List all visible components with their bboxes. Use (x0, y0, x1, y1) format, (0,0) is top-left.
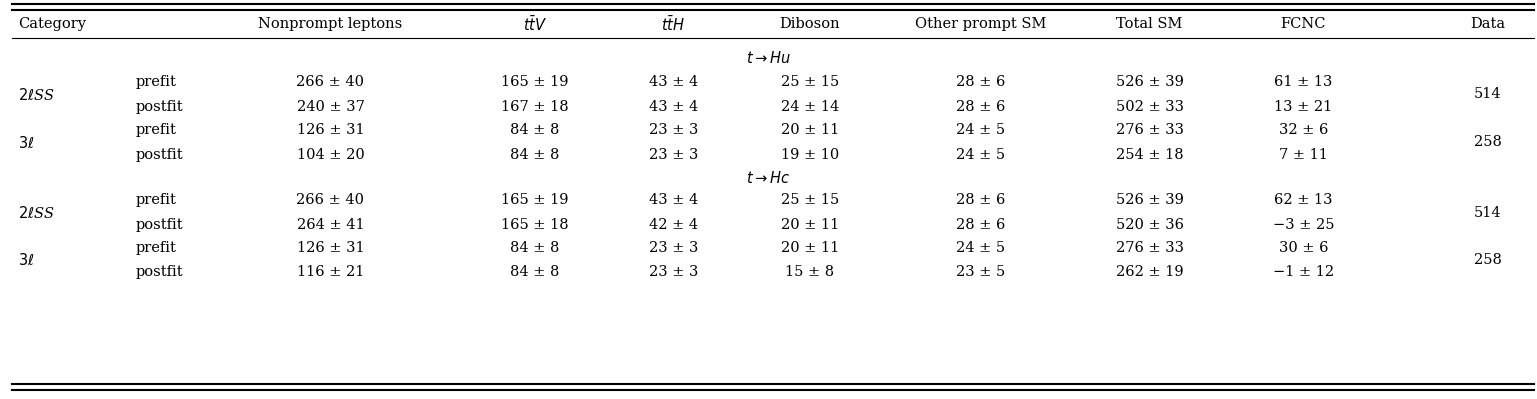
Text: 24 ± 14: 24 ± 14 (781, 100, 839, 114)
Text: 20 ± 11: 20 ± 11 (781, 123, 839, 137)
Text: postfit: postfit (135, 100, 183, 114)
Text: 240 ± 37: 240 ± 37 (297, 100, 364, 114)
Text: postfit: postfit (135, 218, 183, 232)
Text: Total SM: Total SM (1116, 17, 1183, 31)
Text: Diboson: Diboson (779, 17, 841, 31)
Text: −3 ± 25: −3 ± 25 (1273, 218, 1334, 232)
Text: 23 ± 3: 23 ± 3 (649, 148, 698, 162)
Text: prefit: prefit (135, 241, 177, 255)
Text: prefit: prefit (135, 75, 177, 89)
Text: postfit: postfit (135, 148, 183, 162)
Text: FCNC: FCNC (1280, 17, 1326, 31)
Text: 116 ± 21: 116 ± 21 (297, 265, 364, 279)
Text: 23 ± 3: 23 ± 3 (649, 123, 698, 137)
Text: 7 ± 11: 7 ± 11 (1279, 148, 1328, 162)
Text: $t\bar{t}H$: $t\bar{t}H$ (661, 14, 686, 34)
Text: Data: Data (1471, 17, 1505, 31)
Text: $3\ell$: $3\ell$ (18, 252, 35, 268)
Text: 43 ± 4: 43 ± 4 (649, 75, 698, 89)
Text: 266 ± 40: 266 ± 40 (297, 75, 364, 89)
Text: 15 ± 8: 15 ± 8 (785, 265, 835, 279)
Text: $t \rightarrow Hu$: $t \rightarrow Hu$ (745, 50, 792, 66)
Text: 526 ± 39: 526 ± 39 (1116, 75, 1183, 89)
Text: $t \rightarrow Hc$: $t \rightarrow Hc$ (747, 170, 790, 186)
Text: prefit: prefit (135, 193, 177, 207)
Text: Nonprompt leptons: Nonprompt leptons (258, 17, 403, 31)
Text: 23 ± 3: 23 ± 3 (649, 265, 698, 279)
Text: 61 ± 13: 61 ± 13 (1274, 75, 1333, 89)
Text: Category: Category (18, 17, 86, 31)
Text: 165 ± 19: 165 ± 19 (501, 193, 569, 207)
Text: $t\bar{t}V$: $t\bar{t}V$ (523, 14, 547, 34)
Text: 42 ± 4: 42 ± 4 (649, 218, 698, 232)
Text: 30 ± 6: 30 ± 6 (1279, 241, 1328, 255)
Text: 19 ± 10: 19 ± 10 (781, 148, 839, 162)
Text: 23 ± 3: 23 ± 3 (649, 241, 698, 255)
Text: 84 ± 8: 84 ± 8 (510, 265, 559, 279)
Text: 266 ± 40: 266 ± 40 (297, 193, 364, 207)
Text: 514: 514 (1474, 87, 1502, 101)
Text: $2\ell$SS: $2\ell$SS (18, 87, 55, 103)
Text: 28 ± 6: 28 ± 6 (956, 193, 1005, 207)
Text: 20 ± 11: 20 ± 11 (781, 218, 839, 232)
Text: 62 ± 13: 62 ± 13 (1274, 193, 1333, 207)
Text: 32 ± 6: 32 ± 6 (1279, 123, 1328, 137)
Text: 13 ± 21: 13 ± 21 (1274, 100, 1333, 114)
Text: 520 ± 36: 520 ± 36 (1116, 218, 1183, 232)
Text: 276 ± 33: 276 ± 33 (1116, 123, 1183, 137)
Text: 258: 258 (1474, 253, 1502, 267)
Text: 262 ± 19: 262 ± 19 (1116, 265, 1183, 279)
Text: $2\ell$SS: $2\ell$SS (18, 205, 55, 221)
Text: 24 ± 5: 24 ± 5 (956, 123, 1005, 137)
Text: 254 ± 18: 254 ± 18 (1116, 148, 1183, 162)
Text: 28 ± 6: 28 ± 6 (956, 75, 1005, 89)
Text: $3\ell$: $3\ell$ (18, 134, 35, 150)
Text: 126 ± 31: 126 ± 31 (297, 123, 364, 137)
Text: 165 ± 19: 165 ± 19 (501, 75, 569, 89)
Text: postfit: postfit (135, 265, 183, 279)
Text: 104 ± 20: 104 ± 20 (297, 148, 364, 162)
Text: 514: 514 (1474, 205, 1502, 219)
Text: 25 ± 15: 25 ± 15 (781, 75, 839, 89)
Text: 24 ± 5: 24 ± 5 (956, 241, 1005, 255)
Text: Other prompt SM: Other prompt SM (915, 17, 1047, 31)
Text: −1 ± 12: −1 ± 12 (1273, 265, 1334, 279)
Text: 126 ± 31: 126 ± 31 (297, 241, 364, 255)
Text: 264 ± 41: 264 ± 41 (297, 218, 364, 232)
Text: 167 ± 18: 167 ± 18 (501, 100, 569, 114)
Text: 276 ± 33: 276 ± 33 (1116, 241, 1183, 255)
Text: 28 ± 6: 28 ± 6 (956, 218, 1005, 232)
Text: 43 ± 4: 43 ± 4 (649, 193, 698, 207)
Text: 258: 258 (1474, 136, 1502, 150)
Text: 502 ± 33: 502 ± 33 (1116, 100, 1183, 114)
Text: 23 ± 5: 23 ± 5 (956, 265, 1005, 279)
Text: prefit: prefit (135, 123, 177, 137)
Text: 526 ± 39: 526 ± 39 (1116, 193, 1183, 207)
Text: 20 ± 11: 20 ± 11 (781, 241, 839, 255)
Text: 24 ± 5: 24 ± 5 (956, 148, 1005, 162)
Text: 43 ± 4: 43 ± 4 (649, 100, 698, 114)
Text: 25 ± 15: 25 ± 15 (781, 193, 839, 207)
Text: 28 ± 6: 28 ± 6 (956, 100, 1005, 114)
Text: 84 ± 8: 84 ± 8 (510, 148, 559, 162)
Text: 84 ± 8: 84 ± 8 (510, 123, 559, 137)
Text: 165 ± 18: 165 ± 18 (501, 218, 569, 232)
Text: 84 ± 8: 84 ± 8 (510, 241, 559, 255)
